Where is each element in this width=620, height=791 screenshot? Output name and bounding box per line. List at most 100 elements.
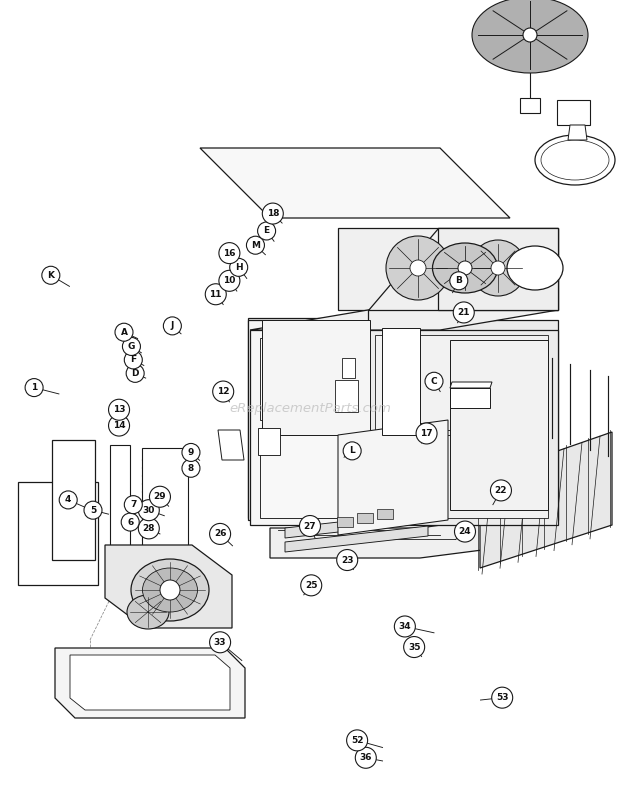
Polygon shape	[260, 428, 360, 518]
Polygon shape	[285, 512, 428, 538]
Text: 1: 1	[31, 383, 37, 392]
Circle shape	[210, 524, 231, 544]
Circle shape	[108, 399, 130, 420]
Text: C: C	[431, 377, 437, 386]
Circle shape	[337, 550, 358, 570]
Polygon shape	[337, 517, 353, 527]
Text: 29: 29	[154, 492, 166, 501]
Circle shape	[425, 373, 443, 390]
Circle shape	[246, 237, 265, 254]
Circle shape	[124, 496, 143, 513]
Text: 23: 23	[341, 555, 353, 565]
Text: H: H	[235, 263, 242, 272]
Circle shape	[84, 501, 102, 519]
Text: 25: 25	[305, 581, 317, 590]
Text: 36: 36	[360, 753, 372, 763]
Text: E: E	[264, 226, 270, 236]
Ellipse shape	[131, 559, 209, 621]
Circle shape	[25, 379, 43, 396]
Polygon shape	[450, 382, 492, 388]
Circle shape	[410, 260, 426, 276]
Polygon shape	[338, 420, 448, 535]
Text: 26: 26	[214, 529, 226, 539]
Ellipse shape	[535, 135, 615, 185]
Text: B: B	[455, 276, 463, 286]
Circle shape	[126, 365, 144, 382]
Circle shape	[219, 271, 240, 291]
Text: 7: 7	[130, 500, 136, 509]
Polygon shape	[285, 526, 428, 552]
Polygon shape	[370, 320, 558, 520]
Circle shape	[138, 500, 159, 520]
Polygon shape	[258, 428, 280, 455]
Text: 16: 16	[223, 248, 236, 258]
Polygon shape	[520, 98, 540, 113]
Text: 18: 18	[267, 209, 279, 218]
Text: 53: 53	[496, 693, 508, 702]
Polygon shape	[105, 545, 232, 628]
Polygon shape	[248, 320, 370, 520]
Circle shape	[453, 302, 474, 323]
Ellipse shape	[470, 240, 526, 296]
Circle shape	[454, 521, 476, 542]
Polygon shape	[480, 432, 612, 568]
Circle shape	[213, 381, 234, 402]
Polygon shape	[375, 335, 548, 430]
Polygon shape	[335, 380, 358, 412]
Polygon shape	[218, 430, 244, 460]
Text: 4: 4	[65, 495, 71, 505]
Polygon shape	[248, 318, 368, 518]
Polygon shape	[382, 328, 420, 435]
Circle shape	[122, 338, 141, 355]
Polygon shape	[70, 655, 230, 710]
Polygon shape	[260, 338, 360, 420]
Ellipse shape	[143, 568, 198, 612]
Circle shape	[299, 516, 321, 536]
Text: A: A	[120, 327, 128, 337]
Polygon shape	[375, 435, 548, 518]
Polygon shape	[18, 482, 98, 585]
Ellipse shape	[433, 243, 497, 293]
Circle shape	[121, 513, 140, 531]
Circle shape	[490, 480, 511, 501]
Text: G: G	[128, 342, 135, 351]
Text: 13: 13	[113, 405, 125, 414]
Text: 35: 35	[408, 642, 420, 652]
Circle shape	[262, 203, 283, 224]
Text: 8: 8	[188, 464, 194, 473]
Text: K: K	[47, 271, 55, 280]
Polygon shape	[342, 358, 355, 378]
Text: 24: 24	[459, 527, 471, 536]
Text: L: L	[349, 446, 355, 456]
Text: D: D	[131, 369, 139, 378]
Circle shape	[404, 637, 425, 657]
Ellipse shape	[127, 595, 169, 629]
Polygon shape	[55, 648, 245, 718]
Circle shape	[59, 491, 78, 509]
Circle shape	[182, 460, 200, 477]
Polygon shape	[557, 100, 590, 125]
Polygon shape	[270, 508, 560, 558]
Ellipse shape	[507, 246, 563, 290]
Circle shape	[355, 747, 376, 768]
Polygon shape	[368, 228, 558, 310]
Ellipse shape	[386, 236, 450, 300]
Text: M: M	[251, 240, 260, 250]
Polygon shape	[250, 310, 558, 330]
Polygon shape	[142, 448, 188, 575]
Circle shape	[149, 486, 170, 507]
Circle shape	[124, 351, 143, 369]
Circle shape	[182, 444, 200, 461]
Circle shape	[394, 616, 415, 637]
Circle shape	[205, 284, 226, 305]
Circle shape	[160, 580, 180, 600]
Polygon shape	[110, 445, 130, 562]
Text: 21: 21	[458, 308, 470, 317]
Text: 9: 9	[188, 448, 194, 457]
Circle shape	[347, 730, 368, 751]
Circle shape	[138, 518, 159, 539]
Circle shape	[491, 261, 505, 275]
Text: 33: 33	[214, 638, 226, 647]
Circle shape	[492, 687, 513, 708]
Circle shape	[301, 575, 322, 596]
